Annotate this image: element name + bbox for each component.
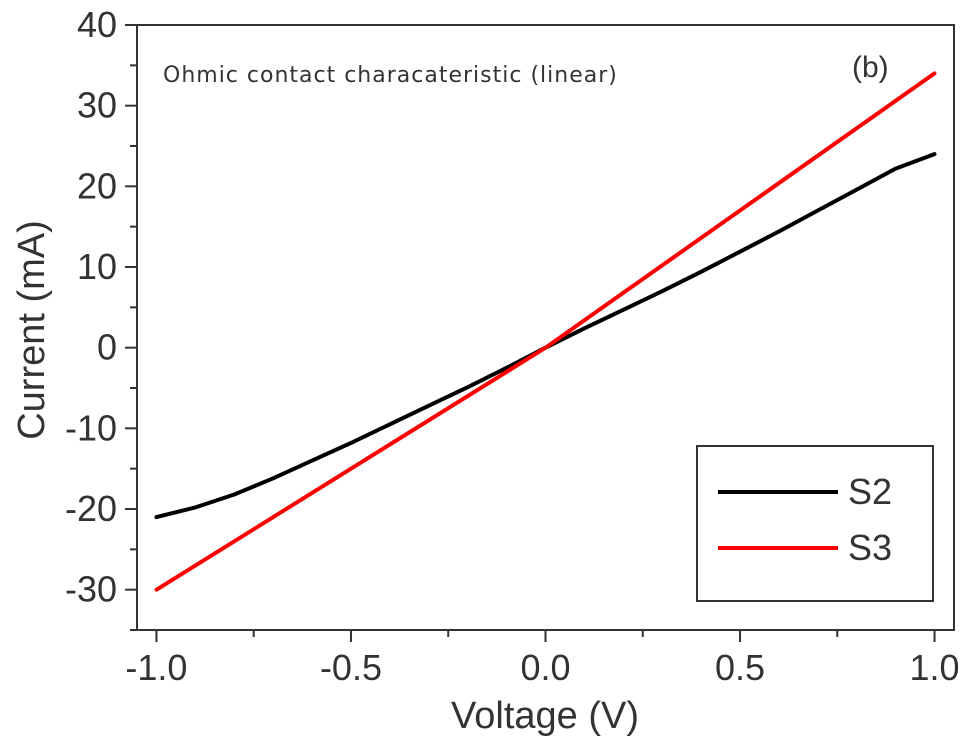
y-tick-label: -30 [65, 569, 117, 610]
x-tick-label: 1.0 [910, 647, 960, 688]
y-tick-label: 40 [77, 4, 117, 45]
y-tick-label: 20 [77, 165, 117, 206]
legend-label-s2: S2 [848, 471, 892, 512]
x-axis-title: Voltage (V) [451, 695, 639, 737]
x-tick-label: -1.0 [125, 647, 187, 688]
y-tick-label: -20 [65, 488, 117, 529]
x-tick-label: -0.5 [320, 647, 382, 688]
y-tick-label: 0 [97, 327, 117, 368]
x-tick-labels: -1.0 -0.5 0.0 0.5 1.0 [125, 647, 959, 688]
annotation-text: Ohmic contact characateristic (linear) [163, 63, 618, 88]
y-tick-label: 10 [77, 246, 117, 287]
y-axis-title: Current (mA) [11, 220, 53, 440]
y-tick-labels: -30 -20 -10 0 10 20 30 40 [65, 4, 117, 610]
legend-box [696, 445, 934, 602]
series-layer [154, 71, 937, 592]
series-line-s3 [154, 71, 937, 592]
legend-label-s3: S3 [848, 527, 892, 568]
x-tick-label: 0.5 [715, 647, 765, 688]
legend: S2 S3 [696, 445, 934, 602]
tick-marks [125, 24, 936, 642]
y-tick-label: -10 [65, 407, 117, 448]
y-tick-label: 30 [77, 85, 117, 126]
panel-label: (b) [852, 51, 889, 84]
x-tick-label: 0.0 [520, 647, 570, 688]
